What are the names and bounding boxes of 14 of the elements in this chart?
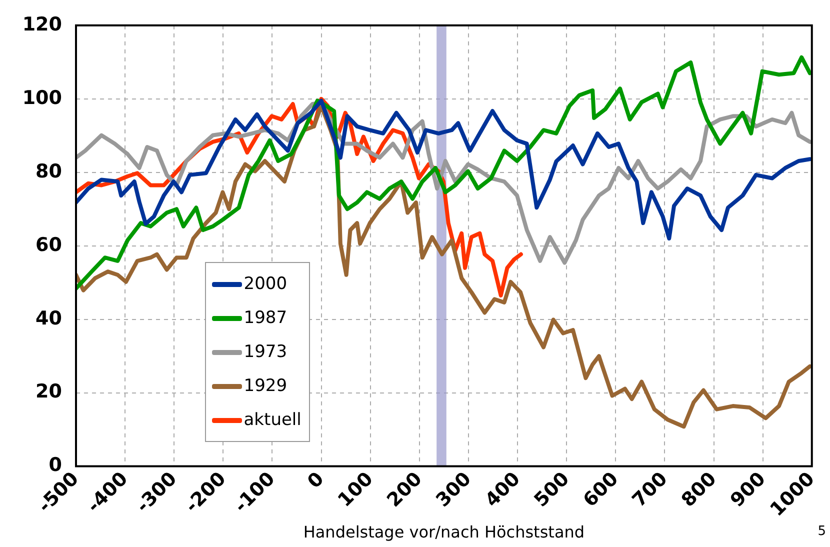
legend-label: aktuell bbox=[244, 410, 302, 430]
x-tick-label: 0 bbox=[303, 468, 328, 493]
y-tick-label: 120 bbox=[22, 13, 62, 36]
legend-label: 2000 bbox=[244, 274, 288, 294]
y-tick-label: 100 bbox=[22, 86, 62, 109]
y-tick-label: 80 bbox=[36, 160, 62, 182]
text: 5 bbox=[818, 524, 826, 539]
legend-label: 1929 bbox=[244, 376, 288, 396]
y-tick-label: 40 bbox=[36, 307, 62, 330]
legend-label: 1987 bbox=[244, 308, 288, 328]
y-tick-label: 20 bbox=[36, 380, 62, 403]
y-tick-label: 60 bbox=[36, 234, 62, 256]
legend-label: 1973 bbox=[244, 342, 288, 362]
x-axis-title: Handelstage vor/nach Höchststand bbox=[303, 522, 585, 542]
